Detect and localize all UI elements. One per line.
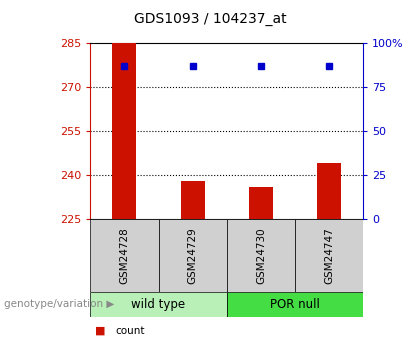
Text: GSM24728: GSM24728: [119, 227, 129, 284]
Bar: [113, 43, 136, 219]
Text: GDS1093 / 104237_at: GDS1093 / 104237_at: [134, 12, 286, 26]
Text: wild type: wild type: [131, 298, 186, 311]
Text: genotype/variation ▶: genotype/variation ▶: [4, 299, 115, 309]
Bar: [295, 219, 363, 292]
Bar: [249, 187, 273, 219]
Text: GSM24729: GSM24729: [188, 227, 198, 284]
Bar: [159, 219, 227, 292]
Bar: [317, 164, 341, 219]
Bar: [227, 219, 295, 292]
Bar: [181, 181, 205, 219]
Bar: [90, 292, 227, 317]
Bar: [227, 292, 363, 317]
Bar: [90, 219, 159, 292]
Text: ■: ■: [94, 326, 105, 336]
Text: GSM24747: GSM24747: [324, 227, 334, 284]
Text: count: count: [116, 326, 145, 336]
Text: GSM24730: GSM24730: [256, 227, 266, 284]
Text: POR null: POR null: [270, 298, 320, 311]
